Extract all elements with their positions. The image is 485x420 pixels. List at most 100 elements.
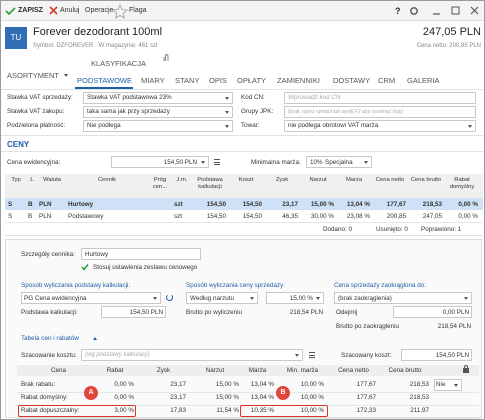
- table-cell: 154,50: [242, 201, 262, 208]
- column-header: Podstawa kalkulacji: [197, 177, 223, 191]
- avatar-bg: [5, 27, 27, 49]
- tab[interactable]: ZAMIENNIKI: [277, 76, 320, 85]
- dropdown-arrow[interactable]: [464, 297, 468, 300]
- operations-button[interactable]: Operacje: [85, 7, 114, 14]
- dropdown-arrow[interactable]: [225, 97, 229, 100]
- dropdown-arrow[interactable]: [454, 384, 458, 387]
- field-value: 218,54 PLN: [289, 309, 323, 316]
- dropdown-arrow[interactable]: [225, 125, 229, 128]
- field-value: Wprowadź kod CN: [288, 94, 341, 101]
- table-cell: S: [8, 213, 13, 220]
- table-cell: szt: [174, 213, 183, 220]
- menu-icon[interactable]: [309, 352, 315, 353]
- dropdown-arrow[interactable]: [153, 297, 157, 300]
- input-box[interactable]: [83, 106, 233, 118]
- field-label: Cena ewidencyjna:: [7, 159, 61, 166]
- table-cell: 154,50: [206, 201, 226, 208]
- input-box[interactable]: [111, 156, 209, 168]
- menu-icon[interactable]: [214, 161, 220, 163]
- group-heading[interactable]: Tabela cen i rabatów: [21, 335, 79, 342]
- tab[interactable]: GALERIA: [407, 76, 440, 85]
- checkbox-label: Stosuj ustawienia zestawu cenowego: [93, 264, 198, 271]
- tab[interactable]: OPŁATY: [237, 76, 267, 85]
- field-label: Kod CN:: [241, 94, 265, 101]
- tab[interactable]: MIARY: [141, 76, 165, 85]
- dropdown-arrow[interactable]: [250, 297, 254, 300]
- input-box[interactable]: [284, 106, 476, 118]
- tab[interactable]: KLASYFIKACJA: [91, 59, 147, 68]
- highlight-box: [18, 405, 136, 417]
- settings-icon: [410, 7, 418, 15]
- input-box[interactable]: [101, 306, 166, 318]
- table-cell: 13,04 %: [250, 381, 274, 388]
- cancel-button[interactable]: Anuluj: [60, 7, 80, 14]
- input-box[interactable]: [81, 349, 303, 361]
- table-cell: 13,04 %: [346, 201, 370, 208]
- menu-icon[interactable]: [214, 164, 220, 165]
- field-value: 154,50 PLN: [129, 309, 163, 316]
- input-box[interactable]: [393, 306, 472, 318]
- tab[interactable]: OPIS: [209, 76, 227, 85]
- input-box[interactable]: [401, 349, 472, 361]
- input-box[interactable]: [284, 120, 476, 132]
- collapse-arrow[interactable]: [93, 337, 97, 340]
- field-label: Szczegóły cennika:: [21, 251, 75, 258]
- column-header: L: [30, 177, 34, 183]
- table-cell: Hurtowy: [68, 201, 94, 208]
- input-box[interactable]: [83, 92, 233, 104]
- table-cell: S: [8, 201, 13, 208]
- table-cell: Rabat dopuszczalny:: [21, 407, 80, 414]
- table-row-bg: [5, 210, 483, 222]
- input-box[interactable]: [266, 292, 324, 304]
- dropdown-arrow: [64, 74, 68, 77]
- table-cell: 247,05: [422, 213, 442, 220]
- input-box[interactable]: [434, 379, 462, 391]
- save-button[interactable]: ZAPISZ: [18, 7, 43, 14]
- divider: [1, 151, 484, 152]
- dropdown-arrow[interactable]: [468, 125, 472, 128]
- divider: [1, 135, 484, 136]
- dropdown-arrow[interactable]: [364, 161, 368, 164]
- menu-icon[interactable]: [309, 354, 315, 356]
- table-footer: Usunięto: 0: [376, 226, 408, 233]
- field-label: Stawka VAT zakupu:: [7, 108, 65, 115]
- menu-icon[interactable]: [309, 357, 315, 358]
- column-header: Narzut: [309, 177, 327, 183]
- help-button[interactable]: ?: [395, 6, 401, 16]
- checkbox[interactable]: [81, 263, 89, 271]
- attachment-icon: [163, 54, 169, 61]
- tab[interactable]: CRM: [378, 76, 396, 85]
- input-box[interactable]: [21, 292, 161, 304]
- toolbar: [1, 1, 484, 21]
- tab[interactable]: PODSTAWOWE: [77, 76, 132, 85]
- field-value: Według narzutu: [190, 295, 234, 302]
- tab[interactable]: STANY: [175, 76, 200, 85]
- input-box[interactable]: [334, 292, 472, 304]
- table-cell[interactable]: Nie: [436, 381, 446, 388]
- menu-icon[interactable]: [214, 159, 220, 160]
- row-divider: [5, 222, 483, 223]
- dropdown-arrow[interactable]: [316, 297, 320, 300]
- input-box[interactable]: [81, 248, 201, 260]
- dropdown-arrow[interactable]: [225, 111, 229, 114]
- column-header: Cena brutto: [388, 367, 422, 374]
- dropdown-arrow[interactable]: [201, 161, 205, 164]
- field-value: taka sama jak przy sprzedaży: [87, 108, 170, 115]
- refresh-icon[interactable]: [166, 294, 173, 301]
- input-box[interactable]: [306, 156, 372, 168]
- table-cell: 17,83: [170, 407, 186, 414]
- column-header: Waluta: [43, 177, 61, 183]
- input-box[interactable]: [284, 92, 476, 104]
- dropdown-arrow[interactable]: [295, 354, 299, 357]
- input-box[interactable]: [83, 120, 233, 132]
- field-label: Minimalna marża:: [251, 159, 301, 166]
- field-label: Brutto po zaokrągleniu: [336, 323, 400, 330]
- field-label: Grupy JPK:: [241, 108, 274, 115]
- lock-icon[interactable]: [463, 368, 469, 373]
- input-box[interactable]: [186, 292, 258, 304]
- tab[interactable]: ASORTYMENT: [7, 71, 59, 80]
- tab[interactable]: DOSTAWY: [333, 76, 371, 85]
- lock-icon[interactable]: [464, 365, 468, 369]
- flag-button[interactable]: Flaga: [129, 7, 147, 14]
